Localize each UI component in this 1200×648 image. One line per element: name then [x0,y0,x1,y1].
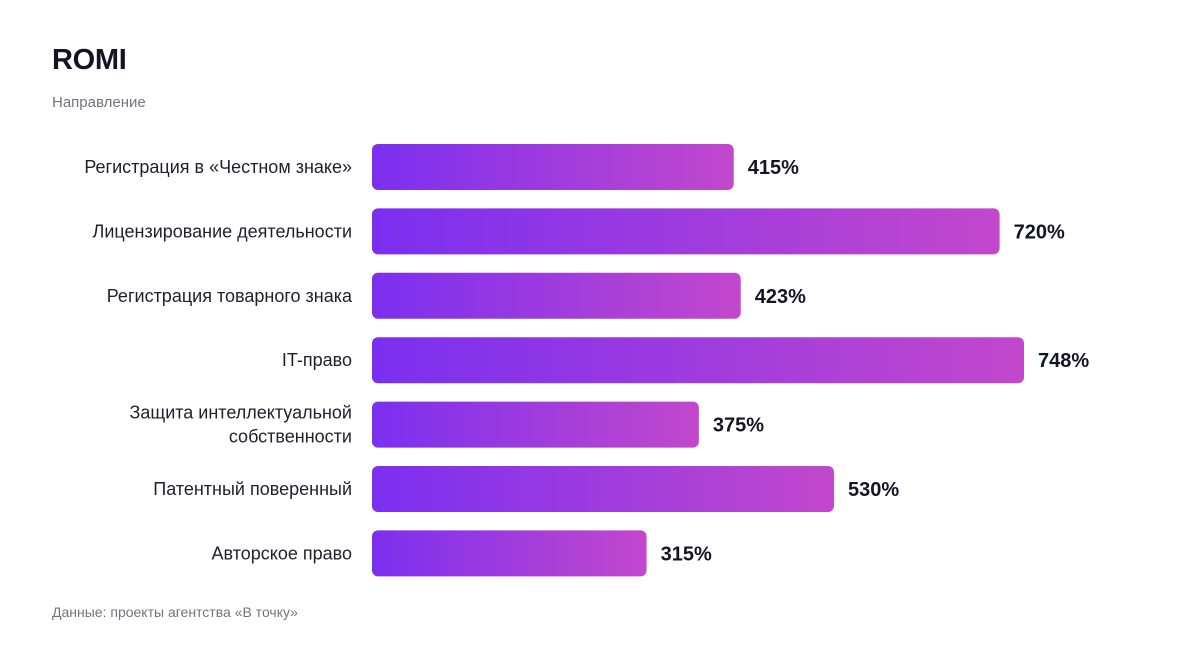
value-label: 315% [661,543,712,565]
category-label: Авторское право [212,543,352,563]
category-label: Регистрация в «Честном знаке» [84,157,352,177]
category-label: Защита интеллектуальной собственности [130,403,353,447]
category-label: Регистрация товарного знака [107,286,353,306]
category-label: Лицензирование деятельности [93,221,352,241]
bar-row: IT-право 748% [282,337,1089,384]
bar [372,337,1025,384]
value-label: 375% [713,415,764,437]
bar [372,144,734,190]
bar [372,272,741,319]
bar-row: Авторское право 315% [212,530,712,577]
category-label: IT-право [282,350,352,370]
bar-row: Защита интеллектуальной собственности 375% [130,401,764,448]
chart-title: ROMI [52,44,127,76]
chart-subtitle: Направление [52,94,146,111]
value-label: 423% [755,286,806,308]
bars-layer: Регистрация в «Честном знаке» 415% Лицензи… [84,144,1089,577]
value-label: 530% [848,479,899,501]
bar-row: Регистрация товарного знака 423% [107,272,806,319]
bar-row: Регистрация в «Честном знаке» 415% [84,144,799,190]
bar [372,401,699,448]
category-label: Патентный поверенный [153,479,352,499]
bar-row: Лицензирование деятельности 720% [93,208,1065,255]
bar [372,466,835,512]
value-label: 415% [748,157,799,179]
bar [372,530,647,577]
source-note: Данные: проекты агентства «В точку» [52,604,298,620]
value-label: 748% [1038,350,1089,372]
value-label: 720% [1014,221,1065,243]
bar [372,208,1000,255]
bar-row: Патентный поверенный 530% [153,466,899,512]
